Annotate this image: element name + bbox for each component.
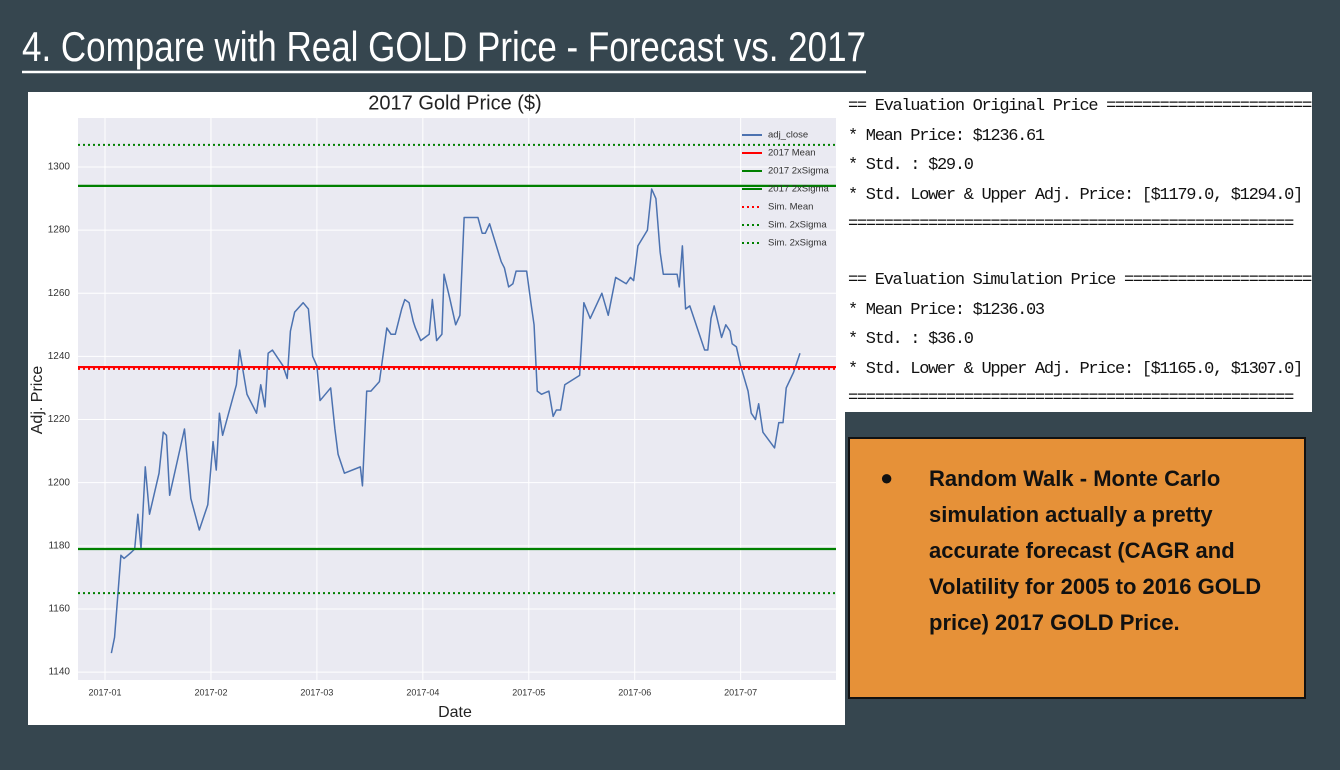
y-tick-label: 1160 [48, 604, 70, 615]
legend-label: adj_close [768, 130, 808, 141]
y-tick-label: 1220 [48, 414, 71, 425]
evaluation-original: == Evaluation Original Price ===========… [845, 92, 1312, 270]
grid: 1140 1160 1180 1200 1220 1240 1260 1280 1300 2017… [48, 118, 836, 697]
bullet: ● [880, 465, 894, 490]
note-box: ● Random Walk - Monte Carlo simulation a… [848, 437, 1306, 699]
legend-label: Sim. Mean [768, 202, 813, 213]
evaluation-line: * Std. : $36.0 [848, 330, 974, 350]
legend-label: Sim. 2xSigma [768, 220, 827, 231]
evaluation-line: * Mean Price: $1236.61 [848, 126, 1045, 146]
evaluation-line: * Mean Price: $1236.03 [848, 300, 1045, 320]
marks [78, 143, 836, 654]
chart-title: 2017 Gold Price ($) [368, 92, 541, 114]
x-tick-label: 2017-02 [194, 687, 227, 697]
x-tick-label: 2017-03 [300, 687, 333, 697]
y-tick-label: 1300 [48, 162, 71, 173]
evaluation-line: ========================================… [848, 215, 1294, 235]
x-tick-label: 2017-05 [512, 687, 545, 697]
plot-area [78, 118, 836, 680]
x-tick-label: 2017-07 [724, 687, 757, 697]
legend: adj_close 2017 Mean 2017 2xSigma 2017 2xSig… [742, 130, 829, 249]
y-tick-label: 1260 [48, 288, 71, 299]
price-line [110, 188, 801, 654]
legend-label: 2017 2xSigma [768, 184, 829, 195]
x-axis-label: Date [438, 704, 472, 721]
evaluation-simulation: == Evaluation Simulation Price =========… [845, 266, 1312, 412]
evaluation-line: == Evaluation Simulation Price =========… [848, 271, 1312, 290]
chart: 2017 Gold Price ($) Date Adj. Price 1140… [28, 92, 845, 725]
evaluation-line: ========================================… [848, 389, 1294, 409]
evaluation-line: * Std. Lower & Upper Adj. Price: [$1179.… [848, 185, 1303, 205]
slide-title: 4. Compare with Real GOLD Price - Foreca… [22, 23, 866, 70]
legend-label: 2017 2xSigma [768, 166, 829, 177]
evaluation-line: * Std. Lower & Upper Adj. Price: [$1165.… [848, 359, 1303, 379]
legend-label: Sim. 2xSigma [768, 238, 827, 249]
y-tick-label: 1280 [48, 225, 71, 236]
y-tick-label: 1200 [48, 477, 71, 488]
note-text: Random Walk - Monte Carlo simulation act… [929, 466, 1262, 635]
y-tick-label: 1240 [48, 351, 71, 362]
x-tick-label: 2017-01 [88, 687, 121, 697]
y-axis-label: Adj. Price [29, 366, 46, 435]
evaluation-line: * Std. : $29.0 [848, 156, 974, 176]
x-tick-label: 2017-06 [618, 687, 651, 697]
slide-header: 4. Compare with Real GOLD Price - Foreca… [22, 23, 866, 74]
y-tick-label: 1140 [48, 667, 70, 678]
x-tick-label: 2017-04 [406, 687, 439, 697]
y-tick-label: 1180 [48, 540, 70, 551]
legend-label: 2017 Mean [768, 148, 816, 159]
evaluation-line: == Evaluation Original Price ===========… [848, 97, 1312, 116]
